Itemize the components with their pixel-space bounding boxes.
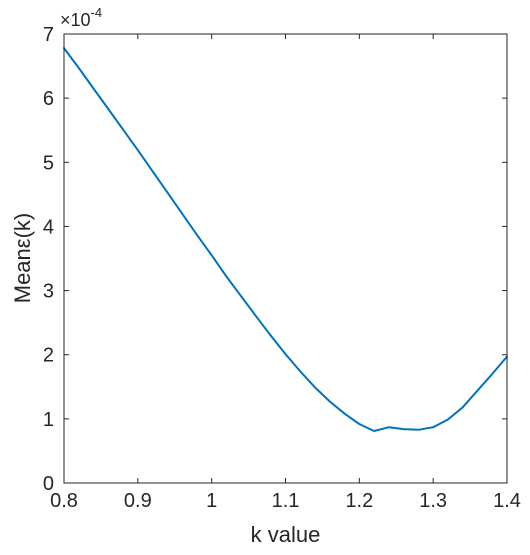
x-tick-label: 1.4 (493, 490, 521, 512)
y-axis-tick-labels: 0 1 2 3 4 5 6 7 (43, 24, 54, 495)
y-tick-label: 3 (43, 281, 54, 303)
x-tick-label: 0.9 (124, 490, 152, 512)
x-axis-ticks (63, 34, 508, 483)
y-tick-label: 2 (43, 345, 54, 367)
y-tick-label: 1 (43, 409, 54, 431)
y-tick-label: 5 (43, 152, 54, 174)
y-exponent-label: ×10-4 (60, 5, 102, 30)
x-axis-label: k value (251, 522, 321, 547)
y-tick-label: 6 (43, 88, 54, 110)
x-axis-tick-labels: 0.8 0.9 1 1.1 1.2 1.3 1.4 (50, 490, 521, 512)
y-tick-label: 4 (43, 216, 54, 238)
x-tick-label: 1 (206, 490, 217, 512)
x-tick-label: 1.1 (272, 490, 300, 512)
series-line (63, 47, 508, 432)
plot-frame (63, 33, 508, 484)
y-exponent-base: ×10 (60, 10, 91, 30)
y-axis-label: Meanε(k) (10, 213, 35, 304)
x-tick-label: 1.3 (419, 490, 447, 512)
y-tick-label: 0 (43, 473, 54, 495)
x-tick-label: 0.8 (50, 490, 78, 512)
x-tick-label: 1.2 (345, 490, 373, 512)
y-axis-ticks (64, 33, 507, 484)
y-exponent-power: -4 (91, 5, 103, 20)
y-tick-label: 7 (43, 24, 54, 46)
